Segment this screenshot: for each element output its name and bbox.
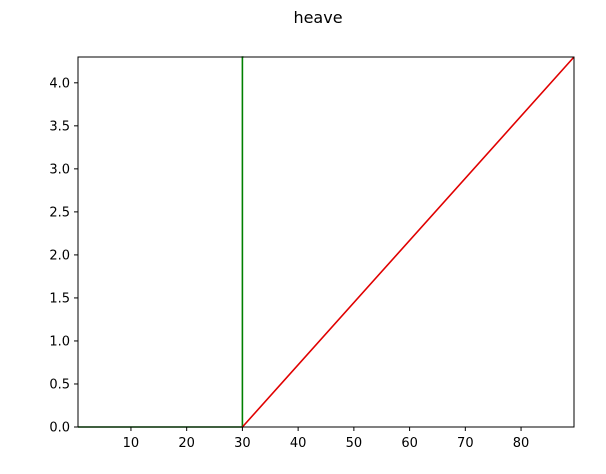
x-tick-label: 10	[123, 436, 140, 451]
y-tick-label: 2.5	[49, 205, 70, 220]
y-tick-label: 3.5	[49, 119, 70, 134]
y-tick-label: 1.0	[49, 334, 70, 349]
y-tick-label: 2.0	[49, 248, 70, 263]
plot-frame	[77, 56, 575, 428]
x-tick-label: 80	[513, 436, 530, 451]
y-tick-label: 1.5	[49, 291, 70, 306]
y-tick-label: 0.5	[49, 377, 70, 392]
y-tick-label: 0.0	[49, 421, 70, 436]
x-axis-ticks: 10 20 30 40 50 60 70 80	[123, 427, 530, 451]
y-tick-label: 3.0	[49, 162, 70, 177]
x-tick-label: 70	[457, 436, 474, 451]
x-tick-label: 30	[234, 436, 251, 451]
y-tick-label: 4.0	[49, 76, 70, 91]
x-tick-label: 60	[401, 436, 418, 451]
series-line-2	[241, 56, 575, 428]
x-tick-label: 20	[178, 436, 195, 451]
chart-title: heave	[293, 8, 342, 27]
y-axis-ticks: 0.0 0.5 1.0 1.5 2.0 2.5 3.0 3.5 4.0	[49, 76, 78, 436]
x-tick-label: 40	[290, 436, 307, 451]
x-tick-label: 50	[346, 436, 363, 451]
